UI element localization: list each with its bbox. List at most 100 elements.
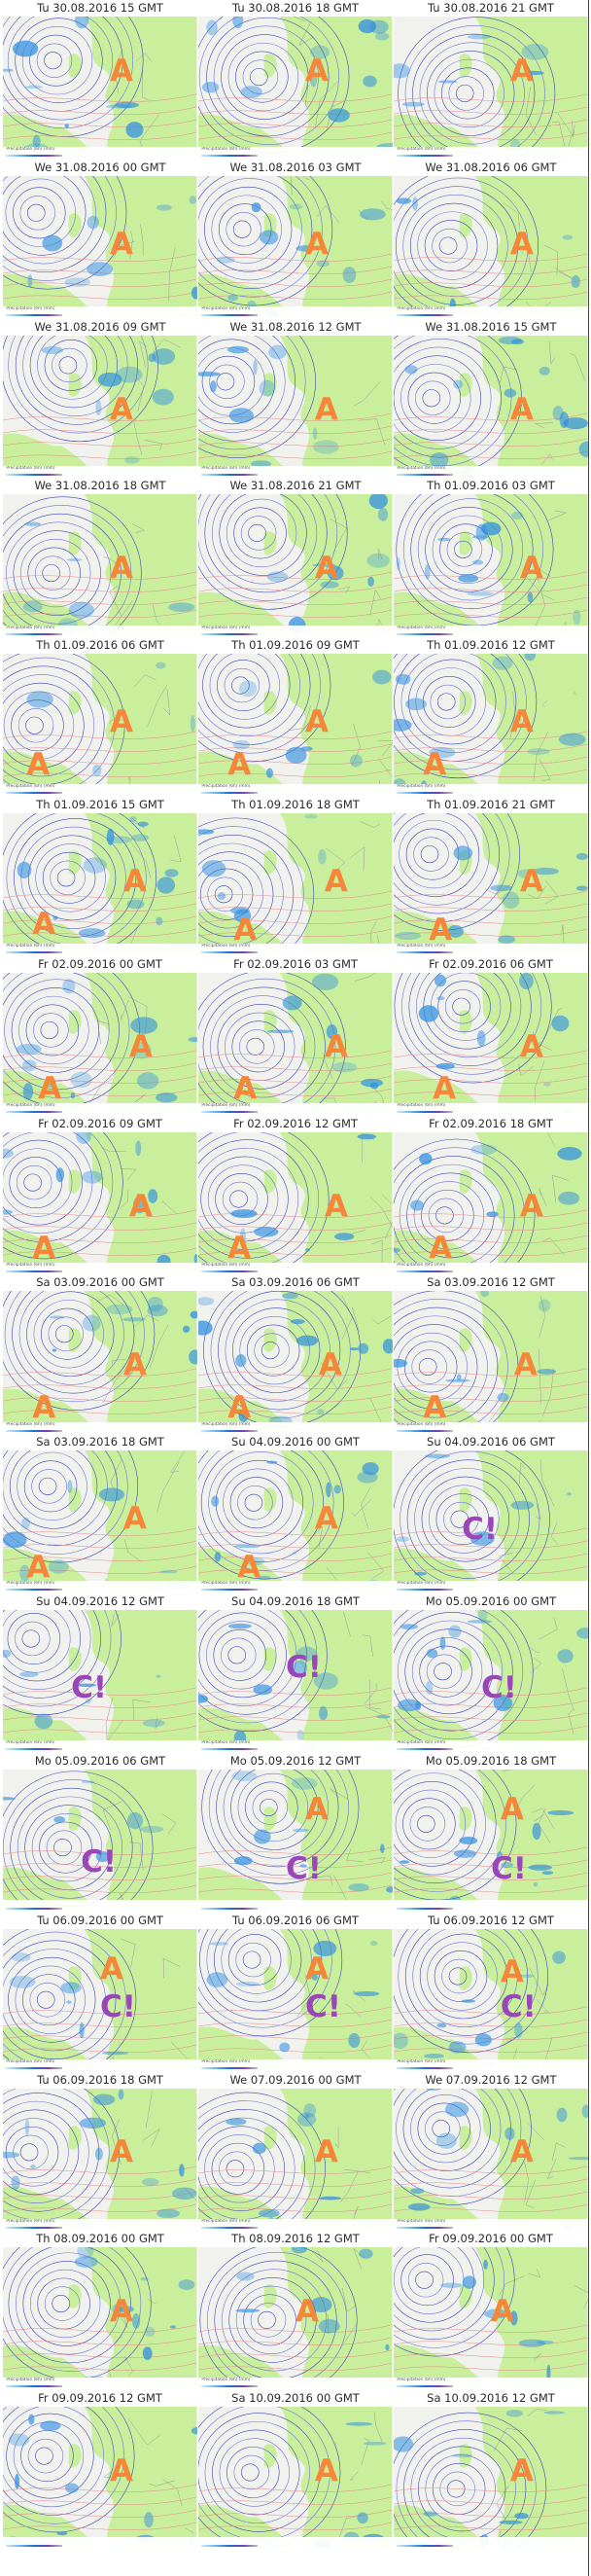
precipitation-color-scale [201,1429,259,1432]
low-pressure-marker: C! [490,1850,527,1886]
high-pressure-marker: A [109,551,133,587]
forecast-panel[interactable]: Su 04.09.2016 18 GMT C! Precipitation (6h)… [198,1593,393,1752]
forecast-panel[interactable]: We 31.08.2016 03 GMT A Precipitation (6h) … [198,159,393,317]
forecast-panel[interactable]: We 31.08.2016 15 GMT A Precipitation (6h) … [394,318,588,477]
map-legend-footer: Precipitation (6h) (mm) [198,625,393,636]
map-legend-footer: Precipitation (6h) (mm) [3,2058,197,2070]
forecast-panel[interactable]: We 31.08.2016 21 GMT A Precipitation (6h) … [198,478,393,636]
forecast-panel[interactable]: Su 04.09.2016 00 GMT A A Precipitation (6h)… [198,1434,393,1592]
weather-map-graphic [394,17,588,159]
high-pressure-marker: A [122,864,147,900]
weather-map-graphic [198,2407,393,2549]
forecast-panel[interactable]: Th 01.09.2016 18 GMT A A Precipitation (6h)… [198,797,393,955]
precipitation-color-scale [201,2226,259,2229]
forecast-panel[interactable]: We 31.08.2016 12 GMT A Precipitation (6h) … [198,318,393,477]
map-legend-footer [394,1900,588,1912]
forecast-panel[interactable]: Tu 30.08.2016 15 GMT A Precipitation (6h) … [3,0,197,159]
high-pressure-marker: A [500,1792,524,1828]
weather-map: A A Precipitation (6h) (mm) [3,1450,197,1592]
panel-timestamp: We 31.08.2016 21 GMT [198,478,393,495]
weather-map-graphic [198,972,393,1114]
high-pressure-marker: A [314,1501,338,1537]
forecast-panel[interactable]: We 31.08.2016 09 GMT A Precipitation (6h) … [3,318,197,477]
forecast-panel[interactable]: Fr 02.09.2016 09 GMT A A Precipitation (6h)… [3,1115,197,1273]
forecast-panel[interactable]: Sa 10.09.2016 12 GMT A [394,2390,588,2549]
forecast-panel[interactable]: Sa 03.09.2016 00 GMT A A Precipitation (6h)… [3,1274,197,1433]
forecast-panel[interactable]: We 07.09.2016 12 GMT A Precipitation (6h) … [394,2071,588,2230]
low-pressure-marker: C! [462,1511,498,1547]
precipitation-color-scale [6,313,63,316]
weather-map-graphic [394,1131,588,1273]
weather-map: A A Precipitation (6h) (mm) [198,1131,393,1273]
panel-timestamp: Th 01.09.2016 18 GMT [198,797,393,814]
forecast-panel[interactable]: Tu 30.08.2016 18 GMT A Precipitation (6h) … [198,0,393,159]
high-pressure-marker: A [38,1071,62,1107]
high-pressure-marker: A [26,1549,51,1585]
panel-timestamp: Tu 30.08.2016 21 GMT [394,0,588,17]
weather-map: A Precipitation (6h) (mm) [394,17,588,159]
forecast-panel[interactable]: Fr 09.09.2016 12 GMT A [3,2390,197,2549]
precipitation-legend-label: Precipitation (6h) (mm) [201,2058,251,2064]
forecast-panel[interactable]: We 31.08.2016 06 GMT A Precipitation (6h) … [394,159,588,317]
high-pressure-marker: A [314,2134,338,2170]
forecast-panel[interactable]: We 07.09.2016 00 GMT A Precipitation (6h) … [198,2071,393,2230]
forecast-panel[interactable]: Th 08.09.2016 00 GMT A Precipitation (6h) … [3,2231,197,2389]
forecast-panel[interactable]: Th 01.09.2016 15 GMT A A Precipitation (6h)… [3,797,197,955]
precipitation-color-scale [201,313,259,316]
forecast-panel[interactable]: Fr 09.09.2016 00 GMT A Precipitation (6h) … [394,2231,588,2389]
forecast-panel[interactable]: Tu 30.08.2016 21 GMT A Precipitation (6h) … [394,0,588,159]
high-pressure-marker: A [304,1950,329,1986]
forecast-panel[interactable]: Sa 03.09.2016 18 GMT A A Precipitation (6h)… [3,1434,197,1592]
map-legend-footer: Precipitation (6h) (mm) [198,1421,393,1433]
panel-timestamp: Fr 02.09.2016 06 GMT [394,955,588,973]
forecast-panel[interactable]: Fr 02.09.2016 18 GMT A A Precipitation (6h)… [394,1115,588,1273]
high-pressure-marker: A [423,1389,447,1425]
forecast-panel[interactable]: Mo 05.09.2016 12 GMT A C! [198,1752,393,1912]
precipitation-legend-label: Precipitation (6h) (mm) [6,1262,55,1268]
forecast-panel[interactable]: We 31.08.2016 00 GMT A Precipitation (6h) … [3,159,197,317]
forecast-panel[interactable]: Tu 06.09.2016 12 GMT A C! Precipitation (6h… [394,1912,588,2070]
forecast-panel[interactable]: Th 01.09.2016 09 GMT A A Precipitation (6h)… [198,637,393,796]
weather-map: A A Precipitation (6h) (mm) [3,972,197,1114]
precipitation-color-scale [201,1748,259,1751]
low-pressure-marker: C! [304,1989,341,2025]
weather-map: A Precipitation (6h) (mm) [394,2088,588,2230]
forecast-panel[interactable]: Th 01.09.2016 06 GMT A A Precipitation (6h)… [3,637,197,796]
forecast-panel[interactable]: Su 04.09.2016 12 GMT C! Precipitation (6h)… [3,1593,197,1752]
precipitation-color-scale [397,1270,454,1272]
map-legend-footer: Precipitation (6h) (mm) [394,2218,588,2230]
forecast-panel[interactable]: Sa 03.09.2016 06 GMT A A Precipitation (6h)… [198,1274,393,1433]
forecast-panel[interactable]: Mo 05.09.2016 06 GMT C! [3,1752,197,1912]
forecast-panel[interactable]: Th 01.09.2016 03 GMT A Precipitation (6h) … [394,478,588,636]
forecast-panel[interactable]: Fr 02.09.2016 00 GMT A A Precipitation (6h)… [3,955,197,1114]
forecast-panel[interactable]: Tu 06.09.2016 00 GMT A C! Precipitation (6h… [3,1912,197,2070]
panel-timestamp: Tu 06.09.2016 12 GMT [394,1912,588,1929]
forecast-panel[interactable]: Sa 03.09.2016 12 GMT A A Precipitation (6h)… [394,1274,588,1433]
high-pressure-marker: A [318,1347,342,1383]
high-pressure-marker: A [227,746,252,782]
precipitation-color-scale [397,951,454,954]
forecast-panel[interactable]: Mo 05.09.2016 18 GMT A C! [394,1752,588,1912]
forecast-panel[interactable]: Fr 02.09.2016 03 GMT A A Precipitation (6h)… [198,955,393,1114]
weather-map: A A Precipitation (6h) (mm) [394,813,588,955]
forecast-panel[interactable]: Fr 02.09.2016 06 GMT A A Precipitation (6h)… [394,955,588,1114]
weather-map: A Precipitation (6h) (mm) [3,175,197,317]
map-legend-footer: Precipitation (6h) (mm) [394,465,588,477]
panel-timestamp: We 31.08.2016 18 GMT [3,478,197,495]
forecast-panel[interactable]: Su 04.09.2016 06 GMT C! Precipitation (6h)… [394,1434,588,1592]
forecast-panel[interactable]: Th 01.09.2016 21 GMT A A Precipitation (6h)… [394,797,588,955]
forecast-panel[interactable]: Th 01.09.2016 12 GMT A A Precipitation (6h)… [394,637,588,796]
forecast-panel[interactable]: Fr 02.09.2016 12 GMT A A Precipitation (6h)… [198,1115,393,1273]
forecast-panel[interactable]: We 31.08.2016 18 GMT A Precipitation (6h) … [3,478,197,636]
forecast-panel[interactable]: Tu 06.09.2016 06 GMT A C! Precipitation (6h… [198,1912,393,2070]
panel-timestamp: Tu 30.08.2016 18 GMT [198,0,393,17]
forecast-panel[interactable]: Mo 05.09.2016 00 GMT C! Precipitation (6h)… [394,1593,588,1752]
weather-map: C! Precipitation (6h) (mm) [198,1610,393,1752]
forecast-panel[interactable]: Sa 10.09.2016 00 GMT A [198,2390,393,2549]
forecast-panel[interactable]: Th 08.09.2016 12 GMT A Precipitation (6h) … [198,2231,393,2389]
precipitation-legend-label: Precipitation (6h) (mm) [397,2058,446,2064]
forecast-panel[interactable]: Tu 06.09.2016 18 GMT A Precipitation (6h) … [3,2071,197,2230]
precipitation-color-scale [201,2385,259,2388]
panel-timestamp: Sa 03.09.2016 00 GMT [3,1274,197,1292]
